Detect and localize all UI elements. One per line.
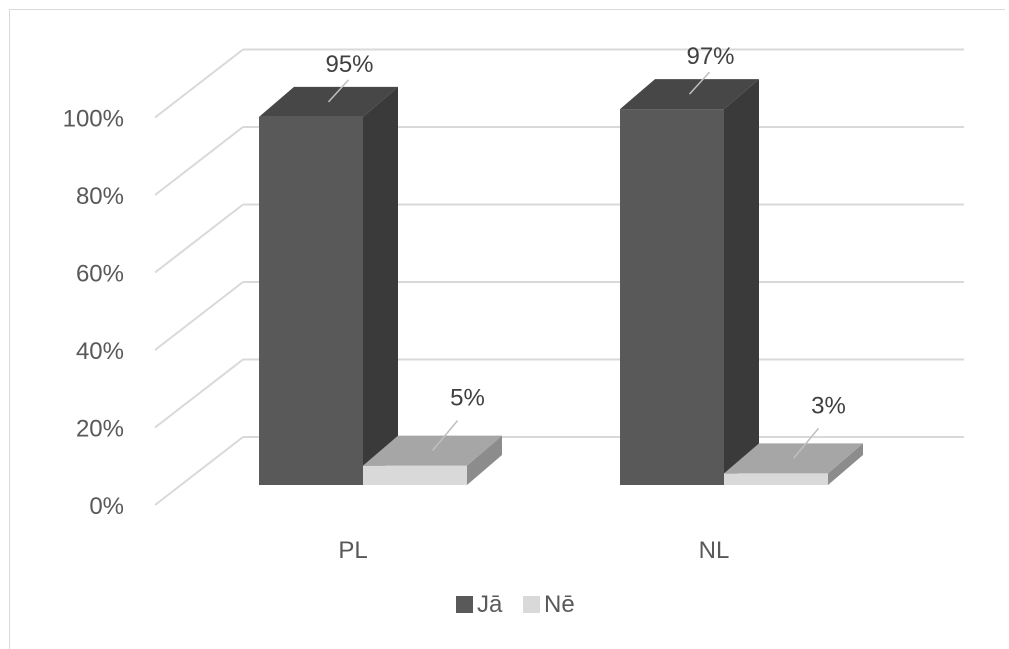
legend-label: Nē <box>544 591 575 618</box>
data-label-leader <box>431 420 459 452</box>
gridline-side <box>154 358 244 429</box>
bar-front <box>363 465 467 485</box>
gridline-side <box>154 281 244 351</box>
bar-side <box>828 443 863 485</box>
data-label-leader <box>688 71 711 95</box>
data-label: 3% <box>811 392 846 419</box>
gridline-side <box>154 203 244 274</box>
bar-front <box>724 473 828 485</box>
y-tick-label: 100% <box>63 106 124 133</box>
gridline-side <box>154 126 244 196</box>
y-tick-label: 60% <box>76 261 124 288</box>
legend-swatch <box>456 596 473 613</box>
y-tick-label: 20% <box>76 416 124 443</box>
category-label: NL <box>699 537 730 564</box>
bar-front <box>259 116 363 485</box>
bar-side <box>467 435 502 485</box>
data-label: 5% <box>450 385 485 412</box>
legend-swatch <box>523 596 540 613</box>
data-label-leader <box>327 79 350 103</box>
data-label-leader <box>792 427 820 459</box>
y-tick-label: 80% <box>76 183 124 210</box>
chart-frame <box>9 9 1005 649</box>
gridline-side <box>154 436 244 506</box>
bar-side <box>724 79 759 485</box>
y-tick-label: 40% <box>76 338 124 365</box>
legend-label: Jā <box>477 591 503 618</box>
data-label: 95% <box>325 51 373 78</box>
gridline-side <box>154 48 244 119</box>
y-tick-label: 0% <box>89 493 124 520</box>
bar-side <box>363 86 398 485</box>
category-label: PL <box>338 537 367 564</box>
bar-front <box>620 109 724 485</box>
data-label: 97% <box>686 43 734 70</box>
